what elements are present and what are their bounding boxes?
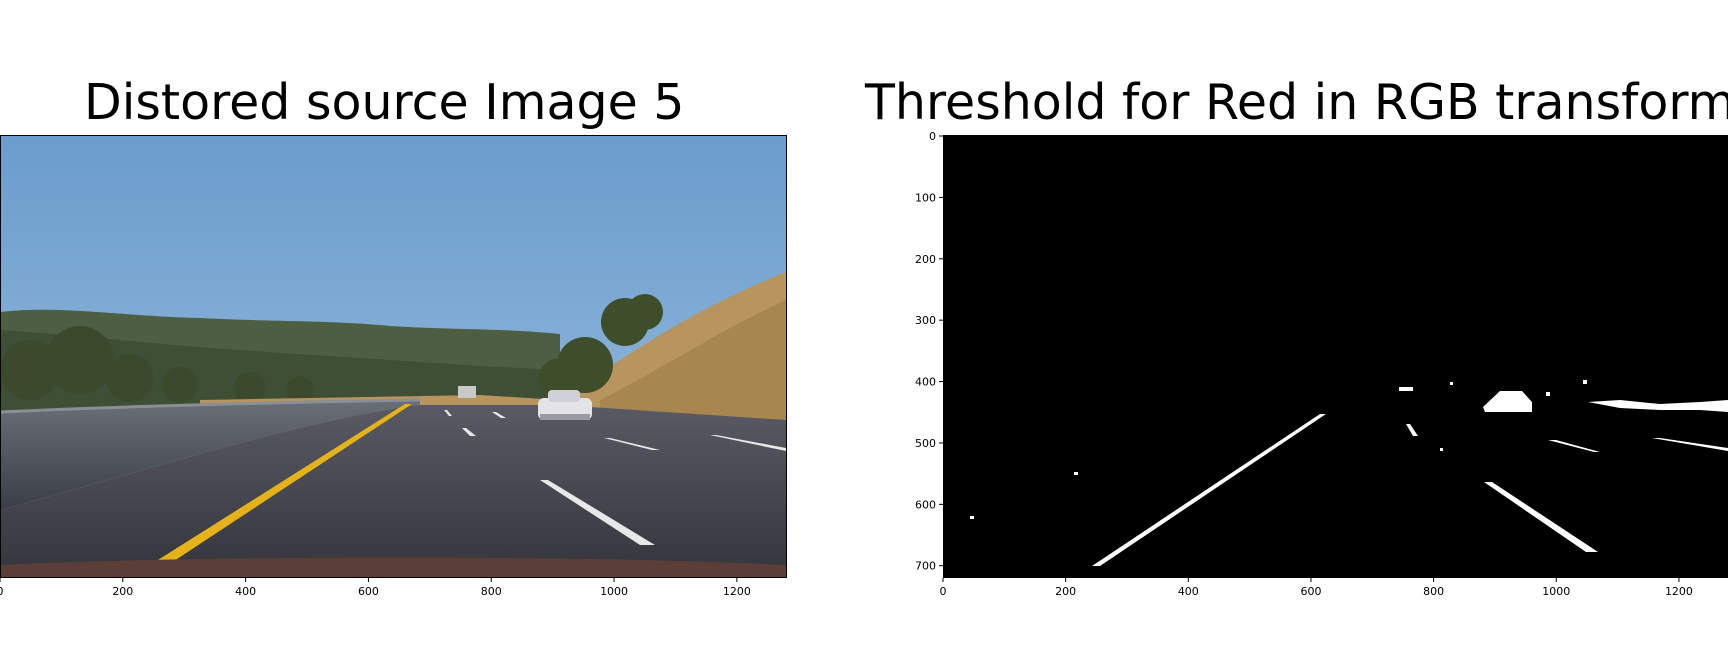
source-road-image: [0, 136, 786, 578]
right-ytick-label: 300: [915, 314, 936, 327]
right-ytick-label: 700: [915, 560, 936, 573]
left-panel-title: Distored source Image 5: [84, 74, 685, 131]
right-ytick-label: 400: [915, 376, 936, 389]
left-xtick-label: 600: [358, 585, 379, 598]
right-ytick-label: 200: [915, 253, 936, 266]
left-xtick-label: 1000: [600, 585, 628, 598]
right-xtick-label: 1000: [1542, 585, 1570, 598]
right-xtick-label: 800: [1423, 585, 1444, 598]
left-image-frame: [0, 135, 787, 578]
left-x-axis: 0 200 400 600 800 1000 1200: [0, 578, 751, 598]
right-ytick-label: 600: [915, 498, 936, 511]
right-ytick-label: 500: [915, 437, 936, 450]
right-y-axis: 0 100 200 300 400 500 600 700: [915, 130, 943, 573]
right-xtick-label: 0: [940, 585, 947, 598]
right-panel-title: Threshold for Red in RGB transform: [865, 74, 1728, 131]
left-xtick-label: 200: [112, 585, 133, 598]
left-xtick-label: 1200: [723, 585, 751, 598]
right-ytick-label: 0: [929, 130, 936, 143]
right-xtick-label: 400: [1178, 585, 1199, 598]
threshold-image: [943, 136, 1728, 578]
right-xtick-label: 1200: [1665, 585, 1693, 598]
right-x-axis: 0 200 400 600 800 1000 1200: [940, 578, 1693, 598]
left-xtick-label: 400: [235, 585, 256, 598]
car: [538, 390, 592, 420]
right-ytick-label: 100: [915, 191, 936, 204]
left-xtick-label: 800: [481, 585, 502, 598]
right-xtick-label: 200: [1055, 585, 1076, 598]
right-xtick-label: 600: [1300, 585, 1321, 598]
right-image-frame: [943, 135, 1728, 578]
left-xtick-label: 0: [0, 585, 4, 598]
